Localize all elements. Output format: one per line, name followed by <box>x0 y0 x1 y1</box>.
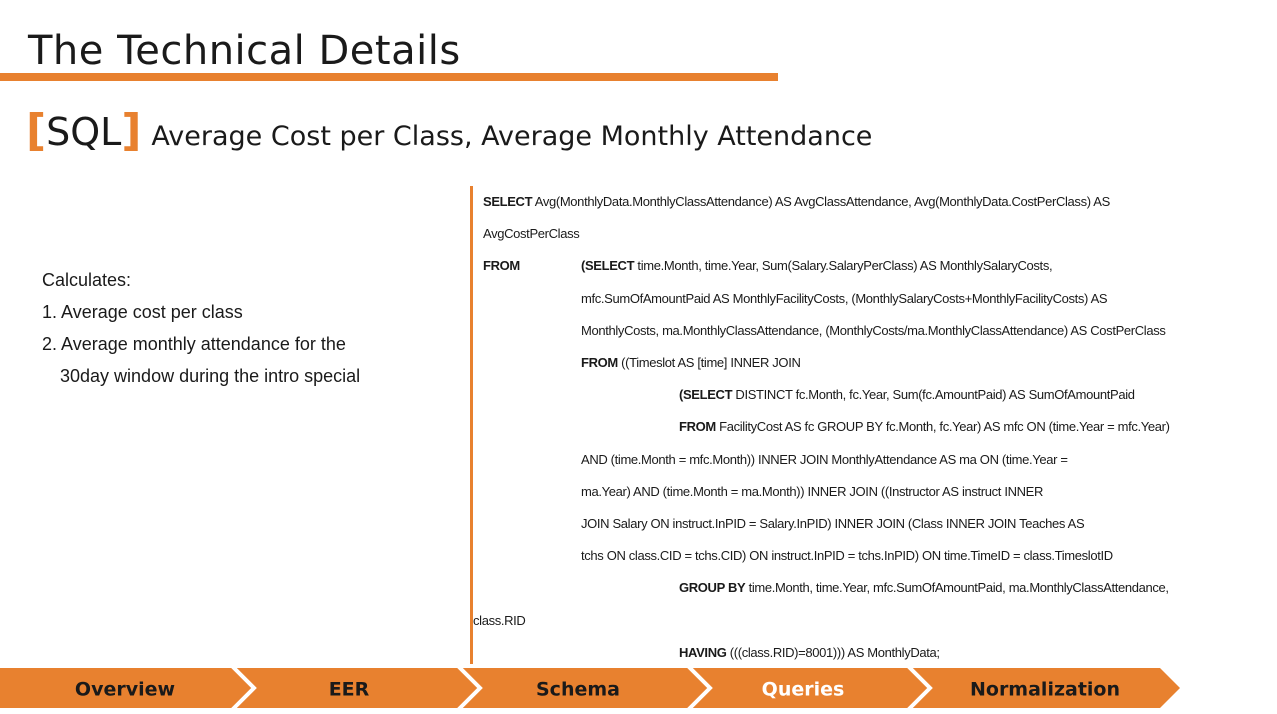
code-text: time.Month, time.Year, Sum(Salary.Salary… <box>634 258 1053 274</box>
code-text: tchs ON class.CID = tchs.CID) ON instruc… <box>581 548 1113 564</box>
code-text: class.RID <box>473 612 526 628</box>
code-line: MonthlyCosts, ma.MonthlyClassAttendance,… <box>581 315 1166 347</box>
code-text: DISTINCT fc.Month, fc.Year, Sum(fc.Amoun… <box>732 387 1135 403</box>
nav-background <box>0 668 1180 708</box>
code-text: Avg(MonthlyData.MonthlyClassAttendance) … <box>532 194 1111 209</box>
code-line: ma.Year) AND (time.Month = ma.Month)) IN… <box>581 476 1043 508</box>
bracket: [ <box>26 105 47 156</box>
code-line: class.RID <box>473 605 526 637</box>
code-line: (SELECT DISTINCT fc.Month, fc.Year, Sum(… <box>679 379 1135 411</box>
nav-item[interactable]: EER <box>329 679 370 701</box>
code-text: AND (time.Month = mfc.Month)) INNER JOIN… <box>581 451 1068 467</box>
list-item: 2. Average monthly attendance for the 30… <box>42 334 361 386</box>
subtitle: [SQL] Average Cost per Class, Average Mon… <box>26 105 872 156</box>
nav-separator <box>230 666 257 712</box>
code-line: JOIN Salary ON instruct.InPID = Salary.I… <box>581 508 1085 540</box>
code-line: FROM (SELECT time.Month, time.Year, Sum(S… <box>483 250 1053 282</box>
nav-item[interactable]: Schema <box>536 679 620 701</box>
code-line: AND (time.Month = mfc.Month)) INNER JOIN… <box>581 444 1068 476</box>
code-line: tchs ON class.CID = tchs.CID) ON instruc… <box>581 540 1113 572</box>
nav-separator <box>906 666 933 712</box>
code-text: FacilityCost AS fc GROUP BY fc.Month, fc… <box>715 419 1170 435</box>
code-text: AvgCostPerClass <box>483 226 580 242</box>
code-line: AvgCostPerClass <box>483 218 580 250</box>
code-text: JOIN Salary ON instruct.InPID = Salary.I… <box>581 516 1085 531</box>
nav-item[interactable]: Queries <box>762 679 845 701</box>
nav-item[interactable]: Normalization <box>970 679 1120 701</box>
keyword: SELECT <box>483 194 533 209</box>
code-text: time.Month, time.Year, mfc.SumOfAmountPa… <box>745 580 1169 596</box>
keyword: FROM <box>581 355 618 370</box>
code-text: (((class.RID)=8001))) AS MonthlyData; <box>726 644 940 660</box>
keyword: (SELECT <box>581 258 635 274</box>
code-line: GROUP BY time.Month, time.Year, mfc.SumO… <box>679 572 1169 604</box>
keyword: HAVING <box>679 644 727 660</box>
nav-separator <box>456 666 483 712</box>
code-text: MonthlyCosts, ma.MonthlyClassAttendance,… <box>581 322 1166 338</box>
list-item: 1. Average cost per class <box>42 302 243 322</box>
code-line: HAVING (((class.RID)=8001))) AS MonthlyD… <box>679 637 940 669</box>
code-text: mfc.SumOfAmountPaid AS MonthlyFacilityCo… <box>581 290 1108 306</box>
code-line: FROM ((Timeslot AS [time] INNER JOIN <box>581 347 801 379</box>
keyword: GROUP BY <box>679 580 746 596</box>
bracket: ] <box>121 105 142 156</box>
code-text: ((Timeslot AS [time] INNER JOIN <box>617 355 801 370</box>
tag: SQL <box>46 110 122 154</box>
title-rule <box>0 73 778 81</box>
code-line: SELECT Avg(MonthlyData.MonthlyClassAtten… <box>483 186 1110 218</box>
keyword: FROM <box>679 419 716 435</box>
subtitle-text: Average Cost per Class, Average Monthly … <box>151 121 873 152</box>
slide-title: The Technical Details <box>28 28 461 74</box>
nav-bar: Overview EER Schema Queries Normalization <box>0 666 1180 712</box>
keyword: FROM <box>483 258 520 274</box>
code-line: mfc.SumOfAmountPaid AS MonthlyFacilityCo… <box>581 283 1108 315</box>
code-line: FROM FacilityCost AS fc GROUP BY fc.Mont… <box>679 411 1170 443</box>
code-text: ma.Year) AND (time.Month = ma.Month)) IN… <box>581 483 1044 499</box>
nav-separator <box>686 666 713 712</box>
description: Calculates: 1. Average cost per class 2.… <box>42 264 387 392</box>
heading: Calculates: <box>42 270 132 290</box>
sql-code: SELECT Avg(MonthlyData.MonthlyClassAtten… <box>470 186 1170 664</box>
nav-item[interactable]: Overview <box>75 679 175 701</box>
keyword: (SELECT <box>679 387 733 403</box>
